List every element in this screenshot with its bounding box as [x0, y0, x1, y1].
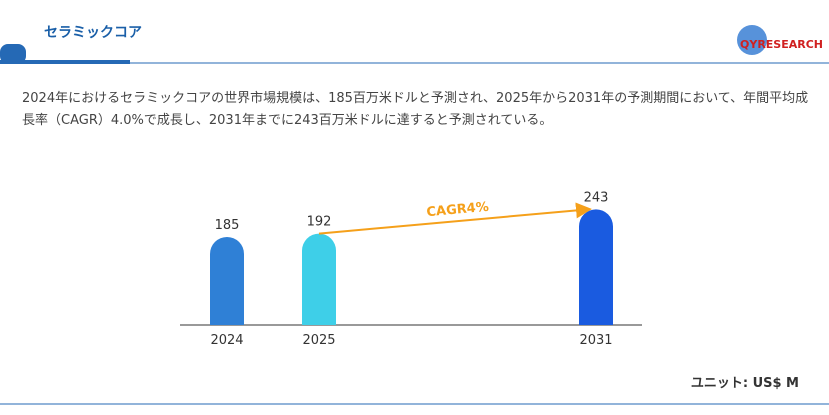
value-label: 243	[584, 190, 609, 205]
x-tick-label: 2031	[579, 333, 612, 348]
header-tab	[0, 44, 26, 64]
cagr-label: CAGR4%	[426, 200, 489, 220]
description: 2024年におけるセラミックコアの世界市場規模は、185百万米ドルと予測され、2…	[22, 91, 809, 128]
logo: QYRESEARCH	[740, 38, 823, 51]
bar	[579, 209, 613, 325]
value-label: 192	[307, 215, 332, 230]
unit: ユニット: US$ M	[690, 376, 799, 391]
header-bar	[0, 60, 130, 64]
x-tick-label: 2024	[210, 333, 243, 348]
bar	[210, 236, 244, 325]
title: セラミックコア	[44, 25, 142, 41]
bar	[302, 233, 336, 325]
x-tick-label: 2025	[302, 333, 335, 348]
value-label: 185	[215, 218, 240, 233]
cagr-arrow	[318, 202, 592, 235]
logo-globe	[737, 25, 767, 55]
